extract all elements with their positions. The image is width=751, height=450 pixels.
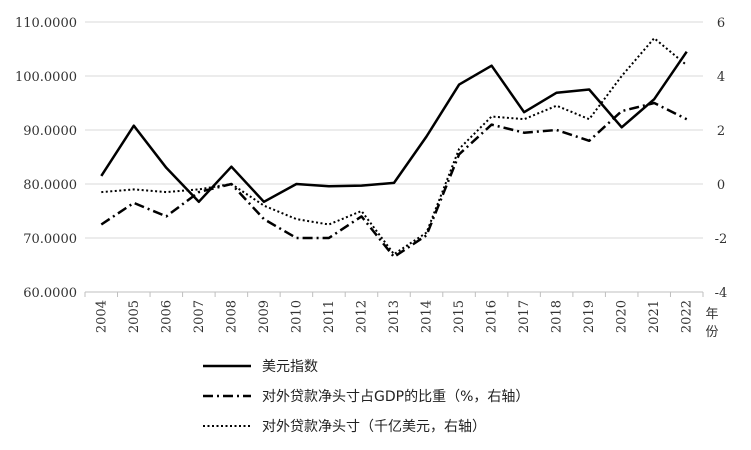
left-y-tick-label: 110.0000 xyxy=(15,16,77,31)
right-y-tick-label: 4 xyxy=(717,70,725,85)
right-y-tick-label: 2 xyxy=(717,124,725,139)
lending-gdp-line xyxy=(100,101,688,259)
x-tick-label: 2011 xyxy=(322,300,337,333)
usd-index-line xyxy=(100,50,688,204)
x-axis-title-char-2: 份 xyxy=(705,325,718,340)
x-tick-label: 2007 xyxy=(192,300,207,333)
left-y-tick-label: 60.0000 xyxy=(23,286,77,301)
legend-label-lending-usd: 对外贷款净头寸（千亿美元，右轴） xyxy=(262,419,486,435)
x-tick-label: 2009 xyxy=(257,300,272,333)
legend: 美元指数 对外贷款净头寸占GDP的比重（%，右轴） 对外贷款净头寸（千亿美元，右… xyxy=(203,359,529,435)
gridlines xyxy=(85,21,703,293)
lending-usd-line xyxy=(101,37,688,256)
x-tick-label: 2020 xyxy=(615,300,630,333)
x-tick-label: 2008 xyxy=(224,300,239,333)
left-y-tick-label: 80.0000 xyxy=(23,178,77,193)
x-tick-label: 2022 xyxy=(680,300,695,333)
x-axis-title: 年 份 xyxy=(705,307,718,340)
x-tick-label: 2012 xyxy=(354,300,369,333)
x-tick-label: 2013 xyxy=(387,300,402,333)
x-tick-label: 2004 xyxy=(94,300,109,333)
plot-area xyxy=(100,37,688,259)
x-axis-title-char-1: 年 xyxy=(705,307,718,322)
x-axis: 2004 2005 2006 2007 2008 2009 2010 2011 2012 2013… xyxy=(84,291,704,333)
left-y-axis: 60.0000 70.0000 80.0000 90.0000 100.0000 110.… xyxy=(15,16,77,301)
right-y-tick-label: 0 xyxy=(717,178,725,193)
left-y-tick-label: 100.0000 xyxy=(15,70,77,85)
x-tick-label: 2021 xyxy=(647,300,662,333)
left-y-tick-label: 90.0000 xyxy=(23,124,77,139)
right-y-tick-label: -2 xyxy=(715,232,728,247)
x-tick-label: 2018 xyxy=(550,300,565,333)
legend-label-usd-index: 美元指数 xyxy=(262,359,318,375)
left-y-tick-label: 70.0000 xyxy=(23,232,77,247)
x-tick-label: 2010 xyxy=(289,300,304,333)
x-tick-label: 2016 xyxy=(485,300,500,333)
x-tick-label: 2015 xyxy=(452,300,467,333)
right-y-axis: -4 -2 0 2 4 6 xyxy=(715,16,728,301)
x-tick-label: 2014 xyxy=(420,300,435,333)
right-y-tick-label: -4 xyxy=(715,286,728,301)
x-tick-label: 2005 xyxy=(127,300,142,333)
x-tick-label: 2017 xyxy=(517,300,532,333)
x-tick-label: 2019 xyxy=(582,300,597,333)
legend-label-lending-gdp: 对外贷款净头寸占GDP的比重（%，右轴） xyxy=(262,389,529,405)
right-y-tick-label: 6 xyxy=(717,16,725,31)
x-tick-label: 2006 xyxy=(159,300,174,333)
